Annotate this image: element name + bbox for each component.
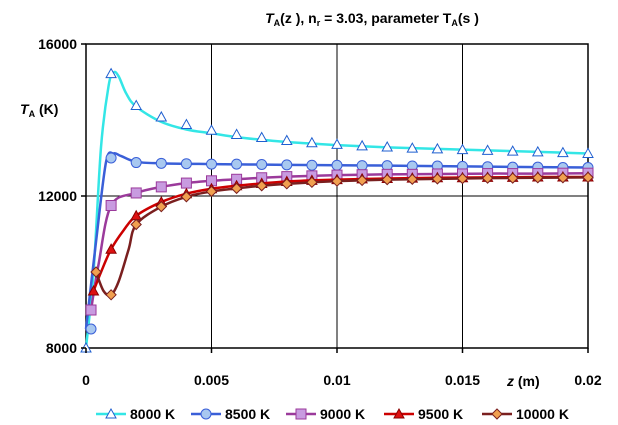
- data-point-8500-k: [331, 159, 343, 171]
- y-tick-label: 16000: [38, 36, 77, 52]
- data-point-8000-k: [506, 145, 519, 156]
- data-point-8000-k: [431, 142, 444, 154]
- data-point-10000-k: [90, 266, 102, 278]
- data-point-8000-k: [255, 131, 268, 142]
- legend-item-8000-k: 8000 K: [96, 406, 175, 422]
- data-point-8000-k: [356, 139, 368, 151]
- data-point-10000-k: [506, 172, 519, 184]
- data-point-8000-k: [456, 143, 469, 155]
- x-tick-label: 0: [82, 372, 90, 388]
- data-point-8000-k: [105, 67, 117, 79]
- series-line-9000-k: [89, 171, 589, 311]
- grid: [86, 44, 588, 348]
- x-tick-label: 0.005: [194, 372, 229, 388]
- data-point-8500-k: [356, 160, 368, 172]
- data-point-10000-k: [230, 182, 243, 195]
- data-point-8000-k: [180, 118, 193, 130]
- data-point-9000-k: [155, 181, 167, 193]
- y-tick-label: 12000: [38, 188, 77, 204]
- legend-item-9000-k: 9000 K: [286, 406, 365, 422]
- x-tick-label: 0.01: [323, 372, 350, 388]
- data-point-10000-k: [532, 172, 544, 184]
- data-point-8000-k: [557, 146, 569, 158]
- legend-swatch-marker: [200, 408, 212, 420]
- data-point-8500-k: [155, 157, 167, 169]
- data-point-8500-k: [85, 323, 97, 335]
- data-point-10000-k: [582, 171, 594, 184]
- data-point-10000-k: [105, 289, 117, 301]
- data-point-8000-k: [205, 124, 218, 135]
- y-tick-labels: 8000 12000 16000: [38, 36, 86, 356]
- legend-item-10000-k: 10000 K: [482, 406, 569, 422]
- series-8000-k: [80, 67, 594, 353]
- data-point-9500-k: [105, 243, 117, 254]
- legend-label: 10000 K: [516, 406, 569, 422]
- legend-item-9500-k: 9500 K: [384, 406, 463, 422]
- data-point-8000-k: [230, 128, 243, 139]
- data-point-10000-k: [155, 200, 168, 213]
- data-point-9000-k: [130, 187, 142, 199]
- data-point-10000-k: [306, 176, 318, 189]
- data-point-10000-k: [331, 175, 343, 187]
- legend-swatch-marker: [295, 408, 307, 420]
- data-point-10000-k: [431, 173, 444, 185]
- data-point-10000-k: [356, 174, 368, 187]
- data-point-10000-k: [255, 180, 268, 192]
- data-point-8000-k: [531, 145, 544, 157]
- legend-item-8500-k: 8500 K: [191, 406, 270, 422]
- y-tick-label: 8000: [46, 340, 77, 356]
- legend-label: 9500 K: [418, 406, 463, 422]
- data-point-8000-k: [582, 147, 594, 158]
- legend-swatch-marker: [491, 408, 503, 420]
- series-line-9500-k: [92, 175, 589, 292]
- legend-swatch-marker: [105, 407, 117, 419]
- legend-label: 8000 K: [130, 406, 175, 422]
- data-point-8500-k: [206, 158, 217, 170]
- data-point-8000-k: [130, 99, 143, 111]
- data-point-10000-k: [180, 191, 193, 203]
- series-9000-k: [85, 167, 594, 316]
- data-point-10000-k: [557, 172, 569, 184]
- chart-title: TA(z ), nr = 3.03, parameter TA(s ): [265, 10, 479, 28]
- data-point-8000-k: [481, 144, 494, 155]
- data-point-10000-k: [481, 172, 494, 184]
- data-point-8000-k: [280, 134, 293, 146]
- data-point-8000-k: [381, 140, 394, 152]
- data-point-10000-k: [205, 185, 218, 198]
- series-10000-k: [90, 171, 594, 301]
- data-point-10000-k: [381, 173, 393, 186]
- legend: 8000 K 8500 K 9000 K 9500 K 10000 K: [96, 406, 569, 422]
- x-tick-label: 0.02: [574, 372, 601, 388]
- x-tick-label: 0.015: [445, 372, 480, 388]
- legend-label: 8500 K: [225, 406, 270, 422]
- x-tick-labels: 0 0.005 0.01 0.015 0.02: [82, 348, 602, 388]
- data-point-8500-k: [256, 158, 268, 170]
- data-point-8500-k: [180, 158, 192, 170]
- data-point-10000-k: [456, 172, 469, 185]
- data-point-8500-k: [281, 159, 293, 171]
- data-point-10000-k: [406, 173, 419, 185]
- data-point-8500-k: [306, 159, 318, 171]
- data-point-10000-k: [130, 218, 142, 231]
- data-point-8000-k: [155, 110, 168, 122]
- data-point-9500-k: [87, 284, 100, 296]
- data-point-9000-k: [180, 177, 192, 189]
- data-point-8000-k: [406, 142, 419, 153]
- legend-swatch-marker: [393, 407, 405, 419]
- data-point-8500-k: [130, 157, 142, 169]
- data-point-8000-k: [306, 136, 318, 148]
- data-point-8000-k: [331, 138, 343, 149]
- data-point-8500-k: [231, 158, 243, 170]
- legend-label: 9000 K: [320, 406, 365, 422]
- data-point-9000-k: [85, 304, 97, 316]
- y-axis-label: TA (K): [20, 101, 58, 119]
- data-point-9000-k: [105, 200, 117, 211]
- series-layer: [80, 67, 594, 353]
- data-point-8500-k: [105, 152, 117, 164]
- data-point-10000-k: [281, 178, 293, 190]
- series-line-10000-k: [94, 176, 589, 297]
- x-axis-label: z (m): [506, 373, 540, 389]
